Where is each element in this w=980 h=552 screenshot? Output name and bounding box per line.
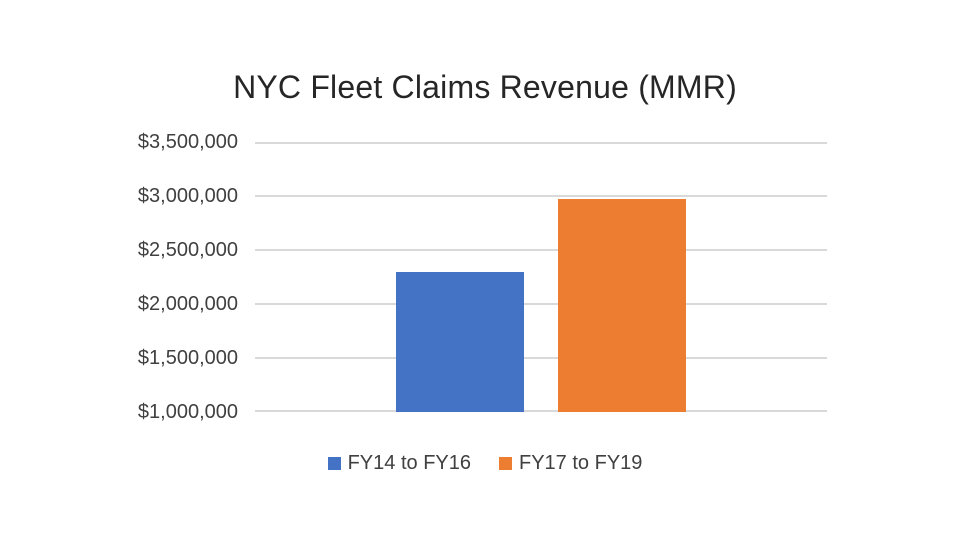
y-axis-tick-label: $2,000,000 bbox=[137, 293, 238, 315]
legend-item: FY17 to FY19 bbox=[499, 451, 642, 475]
y-axis-tick-label: $1,000,000 bbox=[137, 401, 238, 423]
plot-area bbox=[255, 142, 827, 412]
y-axis-labels: $1,000,000 $1,500,000 $2,000,000 $2,500,000… bbox=[105, 131, 238, 423]
legend-color-swatch-icon bbox=[499, 456, 512, 470]
bars bbox=[255, 142, 827, 412]
gridline bbox=[255, 357, 827, 359]
gridline bbox=[255, 410, 827, 412]
legend-item: FY14 to FY16 bbox=[327, 451, 471, 475]
y-axis-tick-label: $2,500,000 bbox=[137, 239, 238, 261]
legend-label: FY17 to FY19 bbox=[519, 452, 643, 474]
gridline bbox=[255, 195, 827, 197]
gridline bbox=[255, 142, 827, 144]
legend-label: FY14 to FY16 bbox=[347, 452, 471, 474]
y-axis-tick-label: $1,500,000 bbox=[137, 347, 238, 369]
y-axis-tick-label: $3,500,000 bbox=[137, 131, 238, 153]
chart-title: NYC Fleet Claims Revenue (MMR) bbox=[233, 69, 737, 105]
bar-fy14-to-fy16 bbox=[396, 272, 524, 412]
y-axis-tick-label: $3,000,000 bbox=[137, 185, 238, 207]
legend: FY14 to FY16 FY17 to FY19 bbox=[105, 451, 865, 475]
legend-color-swatch-icon bbox=[327, 456, 341, 470]
bar-fy17-to-fy19 bbox=[558, 199, 686, 412]
chart-frame: NYC Fleet Claims Revenue (MMR) $1,000,00… bbox=[105, 60, 865, 490]
gridline bbox=[255, 249, 827, 251]
gridline bbox=[255, 303, 827, 305]
